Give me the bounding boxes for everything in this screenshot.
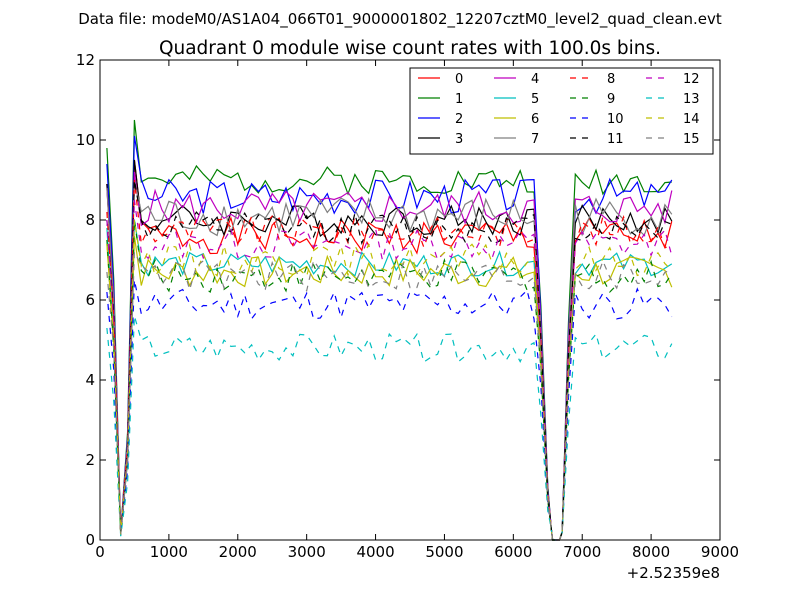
legend-label-7: 7	[531, 132, 539, 147]
series-line-13	[106, 315, 673, 541]
legend-label-4: 4	[531, 72, 539, 87]
legend-label-2: 2	[455, 112, 463, 127]
y-tick-label: 0	[85, 531, 95, 549]
legend-label-8: 8	[607, 72, 615, 87]
legend-label-3: 3	[455, 132, 463, 147]
y-tick-label: 8	[85, 211, 95, 229]
y-tick-label: 2	[85, 451, 95, 469]
series-line-3	[106, 159, 673, 541]
legend-label-15: 15	[683, 132, 700, 147]
series-line-0	[106, 159, 673, 541]
y-tick-label: 10	[76, 131, 95, 149]
series-line-10	[106, 279, 673, 541]
legend-label-9: 9	[607, 92, 615, 107]
legend-label-12: 12	[683, 72, 700, 87]
series-line-11	[106, 179, 673, 541]
y-tick-label: 12	[76, 51, 95, 69]
axis-ticks-group: 0 1000 2000 3000 4000 5000 6000 7000 8000 9000 0 2 4…	[76, 51, 739, 561]
legend-label-11: 11	[607, 132, 624, 147]
x-offset-label: +2.52359e8	[627, 564, 720, 582]
series-line-15	[106, 249, 673, 541]
series-line-1	[106, 119, 672, 541]
figure-suptitle: Data file: modeM0/AS1A04_066T01_90000018…	[78, 10, 722, 29]
x-tick-label: 8000	[632, 543, 670, 561]
x-tick-label: 2000	[219, 543, 257, 561]
legend-label-13: 13	[683, 92, 700, 107]
y-tick-label: 6	[85, 291, 95, 309]
x-tick-label: 7000	[563, 543, 601, 561]
x-tick-label: 6000	[494, 543, 532, 561]
series-line-9	[106, 219, 673, 541]
legend-label-6: 6	[531, 112, 539, 127]
x-tick-label: 0	[95, 543, 105, 561]
series-line-7	[106, 179, 673, 541]
series-line-4	[106, 171, 673, 541]
legend-label-14: 14	[683, 112, 700, 127]
legend-frame	[409, 67, 714, 155]
legend-label-10: 10	[607, 112, 624, 127]
legend-label-5: 5	[531, 92, 539, 107]
x-tick-label: 9000	[701, 543, 739, 561]
series-line-14	[106, 219, 673, 541]
x-tick-label: 4000	[356, 543, 394, 561]
x-tick-label: 3000	[288, 543, 326, 561]
x-tick-label: 5000	[425, 543, 463, 561]
y-tick-label: 4	[85, 371, 95, 389]
legend-label-0: 0	[455, 72, 463, 87]
plot-series-group	[106, 119, 673, 541]
legend-label-1: 1	[455, 92, 463, 107]
series-line-12	[106, 199, 673, 541]
chart-title: Quadrant 0 module wise count rates with …	[159, 38, 661, 59]
x-tick-label: 1000	[150, 543, 188, 561]
